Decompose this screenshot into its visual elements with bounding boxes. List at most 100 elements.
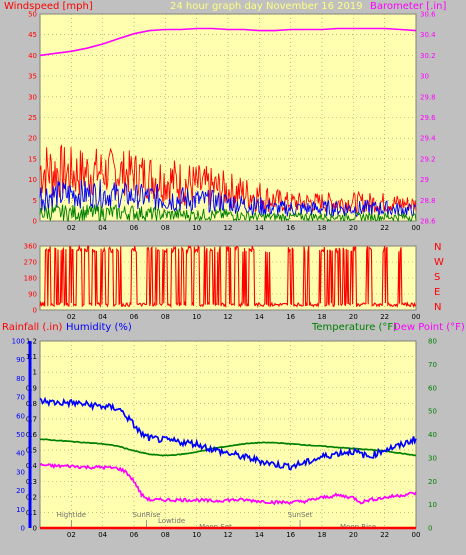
wind-x-tick-label: 02 [67,224,76,232]
temperature-y-tick-label: 70 [428,361,437,369]
barometer-y-tick-label: 29.4 [420,135,436,143]
temperature-y-tick-label: 60 [428,384,437,392]
wind-x-tick-label: 06 [130,224,139,232]
direction-x-tick-label: 14 [255,313,264,321]
temp-x-tick-label: 14 [255,531,264,539]
temperature-y-tick-label: 40 [428,431,437,439]
graph-title: 24 hour graph day November 16 2019 [170,1,363,12]
humidity-y-tick-label: 0 [21,525,25,533]
humidity-y-tick-label: 20 [16,487,25,495]
wind-y-tick-label: 5 [33,197,37,205]
humidity-y-tick-label: 90 [16,356,25,364]
direction-x-tick-label: 04 [98,313,107,321]
barometer-y-tick-label: 29 [420,176,429,184]
direction-x-tick-label: 06 [130,313,139,321]
temperature-y-tick-label: 20 [428,478,437,486]
wind-y-tick-label: 30 [28,93,37,101]
event-label: SunRise [132,511,160,519]
temp-x-tick-label: 22 [380,531,389,539]
compass-label: N [434,302,441,313]
barometer-y-tick-label: 30.6 [420,11,436,19]
compass-label: E [434,287,440,298]
barometer-y-tick-label: 30.2 [420,52,436,60]
rainfall-y-tick-label: 1 [33,369,37,377]
barometer-y-tick-label: 29.8 [420,93,436,101]
barometer-y-tick-label: 29.2 [420,155,436,163]
wind-x-tick-label: 20 [349,224,358,232]
barometer-line [39,27,417,57]
compass-label: W [434,257,444,268]
temp-x-tick-label: 12 [224,531,233,539]
rainfall-axis-label: Rainfall (.in) [2,322,63,333]
wind-x-tick-label: 08 [161,224,170,232]
wind-series-2-line [39,204,417,223]
humidity-y-tick-label: 60 [16,412,25,420]
wind-y-tick-label: 25 [28,114,37,122]
wind-x-tick-label: 04 [98,224,107,232]
direction-x-tick-label: 22 [380,313,389,321]
barometer-y-tick-label: 30 [420,73,429,81]
direction-x-tick-label: 08 [161,313,170,321]
wind-y-tick-label: 40 [28,52,37,60]
temperature-y-tick-label: 10 [428,501,437,509]
compass-label: S [434,272,440,283]
humidity-line [39,396,417,471]
wind-y-tick-label: 45 [28,31,37,39]
barometer-y-tick-label: 29.6 [420,114,436,122]
humidity-y-tick-label: 100 [12,338,25,346]
wind-y-tick-label: 15 [28,155,37,163]
wind-x-tick-label: 18 [318,224,327,232]
humidity-y-tick-label: 50 [16,431,25,439]
rainfall-y-tick-label: 0.6 [26,431,38,439]
wind-x-tick-label: 14 [255,224,264,232]
temp-x-tick-label: 20 [349,531,358,539]
temp-x-tick-label: 08 [161,531,170,539]
wind-series-1-line [39,179,417,219]
barometer-y-tick-label: 28.6 [420,218,436,226]
temperature-y-tick-label: 80 [428,338,437,346]
humidity-y-tick-label: 10 [16,506,25,514]
temperature-y-tick-label: 50 [428,408,437,416]
wind-y-tick-label: 0 [33,218,37,226]
direction-y-tick-label: 180 [24,275,37,283]
direction-y-tick-label: 0 [33,307,37,315]
wind-y-tick-label: 20 [28,135,37,143]
direction-x-tick-label: 18 [318,313,327,321]
direction-x-tick-label: 20 [349,313,358,321]
barometer-y-tick-label: 30.4 [420,31,436,39]
temperature-axis-label: Temperature (°F) [311,322,397,333]
windspeed-axis-label: Windspeed [mph] [4,1,93,12]
wind-x-tick-label: 00 [412,224,421,232]
wind-x-tick-label: 22 [380,224,389,232]
humidity-y-tick-label: 80 [16,375,25,383]
temp-x-tick-label: 04 [98,531,107,539]
temperature-line [39,438,417,457]
wind-y-tick-label: 10 [28,176,37,184]
temp-x-tick-label: 02 [67,531,76,539]
barometer-axis-label: Barometer [.in] [370,1,446,12]
temperature-y-tick-label: 0 [428,525,432,533]
temp-x-tick-label: 00 [412,531,421,539]
direction-y-tick-label: 360 [24,243,37,251]
wind-y-tick-label: 35 [28,73,37,81]
wind-y-tick-label: 50 [28,11,37,19]
direction-x-tick-label: 12 [224,313,233,321]
barometer-y-tick-label: 28.8 [420,197,436,205]
direction-y-tick-label: 90 [28,291,37,299]
temp-x-tick-label: 18 [318,531,327,539]
compass-label: N [434,242,441,253]
temp-x-tick-label: 06 [130,531,139,539]
wind-x-tick-label: 10 [192,224,201,232]
temperature-y-tick-label: 30 [428,454,437,462]
direction-series-0-line [39,244,417,309]
humidity-axis-label: Humidity (%) [66,322,132,333]
wind-x-tick-label: 12 [224,224,233,232]
event-label: Hightide [57,511,87,519]
humidity-y-tick-label: 40 [16,450,25,458]
direction-x-tick-label: 10 [192,313,201,321]
humidity-y-tick-label: 30 [16,468,25,476]
direction-x-tick-label: 00 [412,313,421,321]
direction-y-tick-label: 270 [24,259,37,267]
